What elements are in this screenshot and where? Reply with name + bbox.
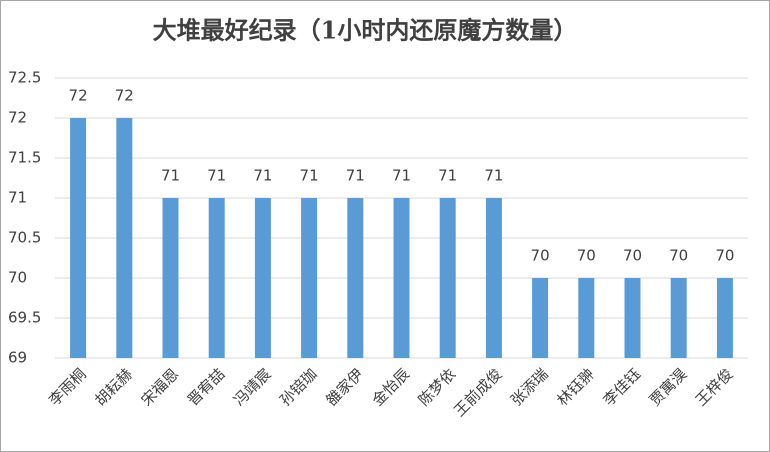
bar	[670, 278, 687, 358]
value-label: 71	[253, 167, 272, 185]
bar	[393, 198, 410, 358]
y-tick-label: 71.5	[8, 149, 41, 167]
value-label: 70	[531, 247, 550, 265]
value-label: 71	[300, 167, 319, 185]
bar	[70, 118, 87, 358]
bar	[347, 198, 364, 358]
value-label: 71	[484, 167, 503, 185]
bar	[716, 278, 733, 358]
value-label: 71	[161, 167, 180, 185]
bar	[162, 198, 179, 358]
bar	[254, 198, 271, 358]
y-tick-label: 70.5	[8, 229, 41, 247]
y-tick-label: 70	[8, 269, 27, 287]
bar	[116, 118, 133, 358]
value-label: 70	[623, 247, 642, 265]
value-label: 72	[115, 87, 134, 105]
bar	[208, 198, 225, 358]
y-tick-label: 71	[8, 189, 27, 207]
y-tick-label: 72.5	[8, 69, 41, 87]
value-label: 71	[207, 167, 226, 185]
value-label: 70	[715, 247, 734, 265]
value-label: 71	[438, 167, 457, 185]
y-tick-label: 72	[8, 109, 27, 127]
bar	[624, 278, 641, 358]
value-label: 70	[669, 247, 688, 265]
bar	[532, 278, 549, 358]
value-label: 71	[392, 167, 411, 185]
bar	[439, 198, 456, 358]
chart-title: 大堆最好纪录（1小时内还原魔方数量）	[153, 16, 578, 45]
y-tick-label: 69.5	[8, 309, 41, 327]
value-label: 71	[346, 167, 365, 185]
bar	[301, 198, 318, 358]
value-label: 70	[577, 247, 596, 265]
y-tick-label: 69	[8, 349, 27, 367]
bar	[485, 198, 502, 358]
value-label: 72	[69, 87, 88, 105]
bar	[578, 278, 595, 358]
